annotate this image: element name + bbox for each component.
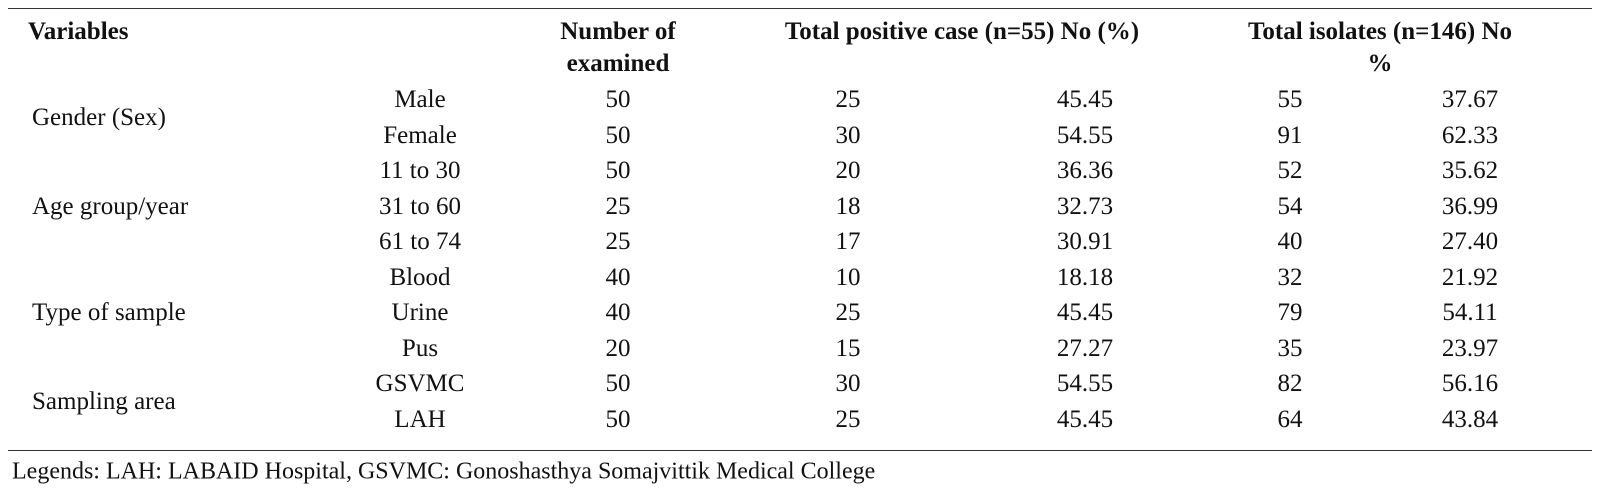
table-cell: 11 to 30	[379, 157, 461, 184]
table-cell: 37.67	[1441, 86, 1499, 113]
table-cell: Male	[394, 86, 446, 113]
table-cell: 10	[835, 263, 861, 291]
table-cell: 36.99	[1441, 192, 1499, 220]
table-cell: 27.27	[1056, 334, 1114, 362]
group-label: Sampling area	[32, 387, 176, 415]
table-cell: 64	[1277, 405, 1303, 433]
group-label: Gender (Sex)	[32, 103, 166, 131]
table-cell: 54.55	[1056, 121, 1114, 149]
table-cell: 56.16	[1441, 370, 1499, 397]
legend: Legends: LAH: LABAID Hospital, GSVMC: Go…	[12, 458, 876, 485]
table-cell: 45.45	[1056, 86, 1114, 113]
header-cell: Variables	[28, 18, 129, 45]
table-cell: 79	[1277, 299, 1303, 326]
table-cell: 17	[835, 228, 861, 255]
table-cell: 50	[605, 121, 631, 149]
table-cell: 54	[1277, 192, 1303, 220]
table-cell: 54.11	[1442, 299, 1498, 326]
table-cell: 50	[605, 86, 631, 113]
header-cell: examined	[566, 50, 670, 77]
table-cell: 55	[1277, 86, 1303, 113]
table-cell: Urine	[391, 299, 449, 326]
table-cell: 40	[605, 263, 631, 291]
table-cell: Female	[383, 121, 457, 149]
table-cell: 45.45	[1056, 299, 1114, 326]
group-label: Age group/year	[32, 192, 189, 220]
table-cell: 32	[1277, 263, 1303, 291]
top-rule	[8, 8, 1592, 9]
table-cell: 18.18	[1056, 263, 1114, 291]
table-cell: 54.55	[1056, 370, 1114, 397]
table-cell: 15	[835, 334, 861, 362]
table-cell: 50	[605, 157, 631, 184]
table-cell: 40	[605, 299, 631, 326]
table-cell: 31 to 60	[379, 192, 461, 220]
table-cell: 20	[605, 334, 631, 362]
table-cell: 30	[835, 370, 861, 397]
table-cell: 62.33	[1441, 121, 1499, 149]
table-cell: LAH	[394, 405, 446, 433]
table-cell: 30	[835, 121, 861, 149]
table-cell: 35	[1277, 334, 1303, 362]
table-cell: 27.40	[1441, 228, 1499, 255]
table-cell: 50	[605, 370, 631, 397]
table-cell: 32.73	[1056, 192, 1114, 220]
table-cell: 25	[835, 405, 861, 433]
table-cell: 20	[835, 157, 861, 184]
table-cell: Pus	[401, 334, 439, 362]
table-cell: 25	[605, 192, 631, 220]
header-cell: Total positive case (n=55) No (%)	[784, 18, 1140, 45]
bottom-rule	[8, 450, 1592, 451]
table-cell: 50	[605, 405, 631, 433]
table-cell: GSVMC	[375, 370, 465, 397]
group-label: Type of sample	[32, 299, 186, 326]
table-cell: 40	[1277, 228, 1303, 255]
table-cell: 23.97	[1441, 334, 1499, 362]
table-cell: 21.92	[1441, 263, 1499, 291]
header-cell: %	[1367, 50, 1393, 77]
header-cell: Number of	[560, 18, 676, 45]
table-cell: 25	[835, 86, 861, 113]
table-cell: 82	[1277, 370, 1303, 397]
table-cell: 35.62	[1441, 157, 1499, 184]
table-cell: 18	[835, 192, 861, 220]
header-cell: Total isolates (n=146) No	[1247, 18, 1513, 45]
table-cell: 30.91	[1056, 228, 1114, 255]
table-cell: 61 to 74	[379, 228, 461, 255]
table-cell: 52	[1277, 157, 1303, 184]
table-cell: 36.36	[1056, 157, 1114, 184]
table-cell: Blood	[389, 263, 451, 291]
table-cell: 43.84	[1441, 405, 1499, 433]
table-cell: 45.45	[1056, 405, 1114, 433]
table-cell: 25	[605, 228, 631, 255]
table-cell: 25	[835, 299, 861, 326]
table-cell: 91	[1277, 121, 1303, 149]
